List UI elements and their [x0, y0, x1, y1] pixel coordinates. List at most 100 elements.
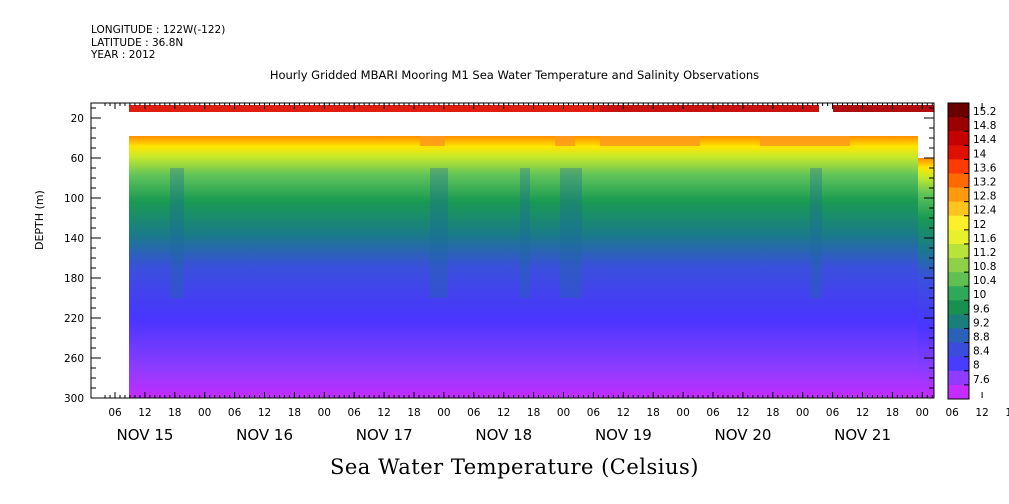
x-hour-label: 06 — [587, 407, 601, 419]
x-date-label: NOV 16 — [236, 426, 293, 444]
colorbar-segment — [948, 286, 969, 301]
colorbar-label: 14.8 — [973, 120, 996, 132]
y-tick-label: 140 — [64, 233, 84, 245]
x-hour-label: 06 — [348, 407, 362, 419]
colorbar-label: 12.4 — [973, 205, 997, 217]
plot-frame — [90, 102, 935, 399]
x-hour-label: 12 — [138, 407, 151, 419]
x-hour-label: 18 — [886, 407, 899, 419]
y-tick-label: 180 — [64, 273, 84, 285]
cool-streak — [170, 168, 184, 298]
colorbar-label: 13.2 — [973, 176, 996, 188]
colorbar-segment — [948, 131, 969, 146]
x-date-label: NOV 21 — [834, 426, 891, 444]
x-hour-label: 06 — [706, 407, 720, 419]
cool-streak — [810, 168, 822, 298]
colorbar-label: 15.2 — [973, 106, 996, 118]
colorbar-label: 14.4 — [973, 134, 997, 146]
y-tick-label: 60 — [71, 153, 84, 165]
colorbar-segment — [948, 159, 969, 174]
plot-area — [90, 102, 935, 399]
x-hour-label: 00 — [437, 407, 450, 419]
cool-streak — [520, 168, 530, 298]
colorbar-label: 8.8 — [973, 332, 990, 344]
y-tick-label: 100 — [64, 193, 84, 205]
x-axis: 06 12 18 00 06 12 18 00 06 12 18 00 06 12 18 00 06 12 18 00… — [104, 103, 1009, 444]
colorbar-label: 12.8 — [973, 191, 996, 203]
colorbar-label: 8.4 — [973, 346, 990, 358]
colorbar-segment — [948, 356, 969, 372]
x-hour-label: 06 — [228, 407, 242, 419]
x-hour-label: 00 — [318, 407, 331, 419]
cool-streak — [560, 168, 582, 298]
colorbar-segment — [948, 272, 969, 287]
colorbar-label: 9.6 — [973, 303, 990, 315]
colorbar-label: 7.6 — [973, 374, 990, 386]
colorbar-segment — [948, 258, 969, 273]
x-hour-label: 12 — [856, 407, 869, 419]
colorbar-segment — [948, 328, 969, 344]
x-date-label: NOV 15 — [117, 426, 174, 444]
colorbar-segment — [948, 201, 969, 217]
x-hour-label: 00 — [676, 407, 689, 419]
x-hour-label: 12 — [497, 407, 510, 419]
warm-patch — [600, 136, 700, 146]
surface-band-late — [833, 105, 934, 112]
location-metadata: LONGITUDE : 122W(-122) LATITUDE : 36.8N … — [91, 24, 225, 62]
longitude-label: LONGITUDE : 122W(-122) — [91, 24, 226, 36]
x-hour-label: 12 — [736, 407, 749, 419]
x-hour-label: 18 — [647, 407, 660, 419]
surface-band-mid — [600, 105, 819, 112]
chart-title: Hourly Gridded MBARI Mooring M1 Sea Wate… — [269, 68, 760, 82]
colorbar-label: 10 — [973, 289, 986, 301]
x-hour-label: 12 — [258, 407, 271, 419]
warm-patch — [760, 136, 850, 146]
colorbar-segment — [948, 215, 969, 231]
x-hour-label: 12 — [617, 407, 630, 419]
colorbar-segment — [948, 314, 969, 330]
x-hour-label: 06 — [467, 407, 481, 419]
colorbar-segment — [948, 117, 969, 132]
x-date-label: NOV 17 — [356, 426, 413, 444]
x-hour-label: 06 — [826, 407, 840, 419]
colorbar-label: 12 — [973, 219, 986, 231]
cool-streak — [430, 168, 448, 298]
colorbar-segment — [948, 103, 969, 118]
colorbar-segment — [948, 370, 969, 386]
x-hour-label: 18 — [766, 407, 779, 419]
x-date-label: NOV 20 — [715, 426, 772, 444]
x-hour-label: 18 — [168, 407, 181, 419]
x-hour-label: 18 — [1005, 407, 1009, 419]
colorbar-label: 14 — [973, 148, 987, 160]
colorbar-segment — [948, 342, 969, 358]
y-tick-label: 20 — [71, 113, 84, 125]
colorbar-segment — [948, 229, 969, 245]
colorbar-segment — [948, 145, 969, 160]
colorbar: 15.2 14.8 14.4 14 13.6 13.2 12.8 12.4 12 11.6 11.2… — [947, 102, 997, 400]
colorbar-label: 9.2 — [973, 317, 990, 329]
latitude-label: LATITUDE : 36.8N — [91, 36, 184, 49]
year-label: YEAR : 2012 — [91, 49, 156, 61]
x-hour-label: 00 — [557, 407, 570, 419]
y-tick-label: 300 — [64, 393, 84, 405]
x-date-label: NOV 18 — [475, 426, 532, 444]
x-hour-label: 06 — [108, 407, 122, 419]
colorbar-segment — [948, 173, 969, 189]
y-tick-label: 260 — [64, 353, 84, 365]
x-hour-label: 12 — [975, 407, 988, 419]
colorbar-segment — [948, 187, 969, 203]
x-axis-title: Sea Water Temperature (Celsius) — [329, 455, 699, 479]
colorbar-segment — [948, 243, 969, 259]
x-hour-label: 00 — [198, 407, 211, 419]
colorbar-label: 13.6 — [973, 162, 997, 174]
x-date-label: NOV 19 — [595, 426, 652, 444]
temperature-field — [129, 136, 918, 398]
warm-patch — [555, 136, 575, 146]
colorbar-label: 11.2 — [973, 247, 996, 259]
colorbar-label: 10.4 — [973, 275, 997, 287]
colorbar-frame — [947, 102, 970, 400]
colorbar-label: 8 — [973, 360, 980, 372]
colorbar-label: 11.6 — [973, 233, 997, 245]
x-hour-label: 18 — [407, 407, 420, 419]
